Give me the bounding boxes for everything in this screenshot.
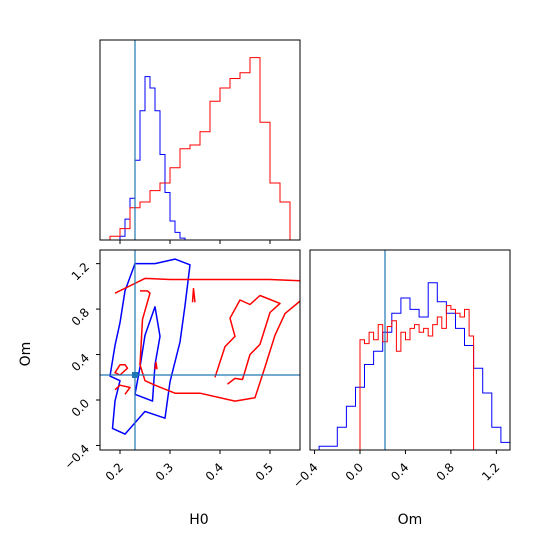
om-histogram-plot-area xyxy=(310,282,510,450)
h0-histogram-frame xyxy=(99,39,301,241)
contour-frame xyxy=(99,249,301,451)
tick-label-om-y: 0.4 xyxy=(69,351,92,374)
tick-label-h0: 0.4 xyxy=(203,460,226,483)
om-histogram-panel: −0.4 0.0 0.4 0.8 1.2 xyxy=(290,249,511,491)
x-axis-label-om: Om xyxy=(398,512,423,528)
blue-contour-line xyxy=(134,306,161,402)
blue-contour-line xyxy=(109,258,191,435)
tick-label-om-x: −0.4 xyxy=(290,460,321,491)
blue-om-histogram xyxy=(310,282,510,450)
h0-om-contour-panel: 0.2 0.3 0.4 0.5 −0.4 0.0 0.4 0.8 1.2 xyxy=(62,249,301,484)
tick-label-om-x: 0.4 xyxy=(388,460,411,483)
red-contour-line xyxy=(114,277,300,294)
red-contour-line xyxy=(114,364,129,376)
tick-label-om-y: 0.8 xyxy=(69,305,92,328)
red-contour-line xyxy=(154,361,158,370)
red-h0-histogram xyxy=(100,57,300,240)
tick-label-om-x: 0.8 xyxy=(434,460,457,483)
truth-marker xyxy=(132,372,138,378)
tick-label-om-y: 0.0 xyxy=(69,396,92,419)
y-axis-label-om: Om xyxy=(18,342,34,367)
red-contour-line xyxy=(139,290,300,402)
tick-label-h0: 0.5 xyxy=(253,460,276,483)
h0-histogram-panel xyxy=(99,39,301,244)
h0-histogram-plot-area xyxy=(100,57,300,240)
red-om-histogram xyxy=(359,305,475,450)
tick-label-om-y: 1.2 xyxy=(69,260,92,283)
tick-label-h0: 0.3 xyxy=(153,460,176,483)
red-contour-line xyxy=(214,294,281,385)
tick-label-h0: 0.2 xyxy=(103,460,126,483)
om-histogram-frame xyxy=(309,249,511,451)
blue-h0-histogram xyxy=(100,76,200,240)
x-axis-label-h0: H0 xyxy=(189,512,208,528)
tick-label-om-x: 0.0 xyxy=(343,460,366,483)
tick-label-om-y: −0.4 xyxy=(62,442,93,473)
red-contour-line xyxy=(191,287,196,303)
contour-plot-area xyxy=(109,258,300,435)
red-contour-line xyxy=(114,384,131,395)
tick-label-om-x: 1.2 xyxy=(479,460,502,483)
